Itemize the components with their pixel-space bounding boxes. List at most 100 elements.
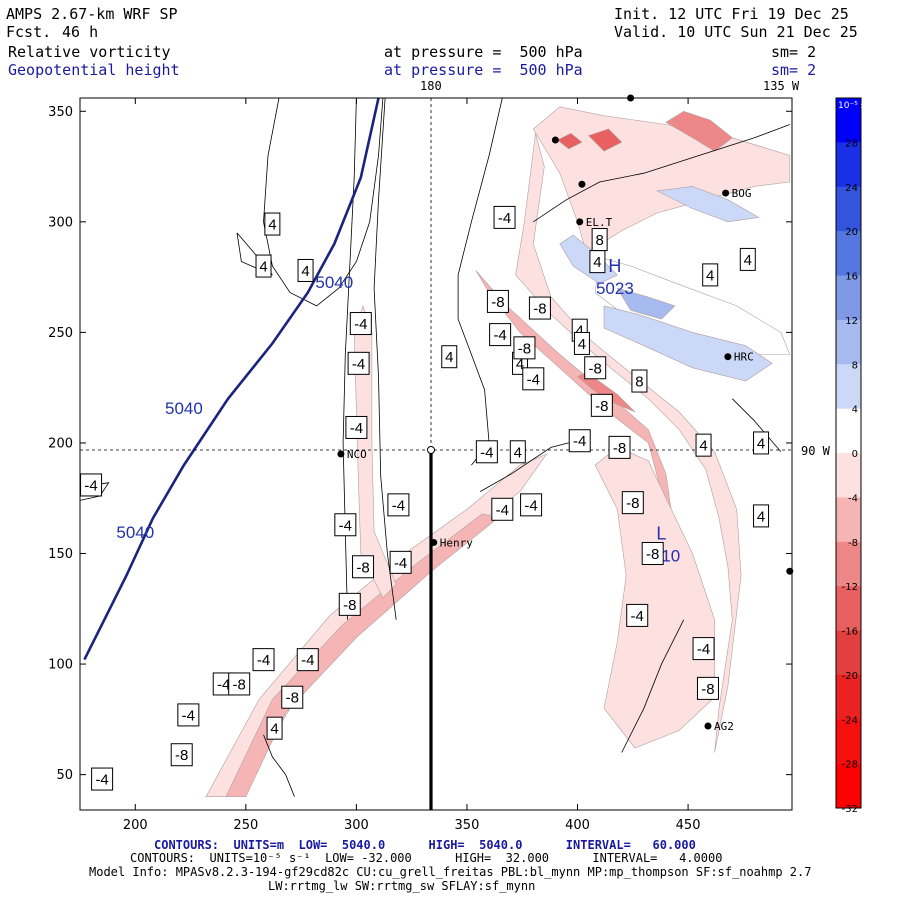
colorbar-swatch [836,98,861,143]
band-neg4-north [532,106,791,254]
colorbar-swatch [836,497,861,543]
contour-neg4-south-east [621,619,685,753]
contour-label-box [621,491,644,515]
contour-label-text: -4 [496,502,509,519]
station-dot [722,189,730,197]
x-tick-label: 400 [565,818,590,833]
contour-label-box [608,435,631,459]
station-bog: BOG [722,187,752,200]
valid-time: Valid. 10 UTC Sun 21 Dec 25 [614,23,858,41]
contour-label: -4 [568,429,591,453]
contour-label: 4 [441,345,458,369]
band-neg4-trough [594,447,715,749]
meridian-135w-label: 135 W [763,79,800,93]
contour-label: -4 [91,767,114,791]
contour-label-text: -4 [631,608,644,625]
field2-name: Geopotential height [8,61,180,79]
contour-label-box [573,331,590,355]
contour-label-box [91,767,114,791]
colorbar-label: -16 [842,627,858,638]
contour-label-text: -4 [182,707,195,724]
contour-label: 4 [695,433,712,457]
height-contour-info: CONTOURS: UNITS=m LOW= 5040.0 HIGH= 5040… [154,838,696,852]
colorbar-label: -28 [842,760,858,771]
contour-label-box [475,440,498,464]
band-neg16-north-b [557,133,583,150]
contour-label-text: 4 [757,508,765,525]
contour-label-text: -8 [343,597,356,614]
contour-label-text: 4 [699,438,707,455]
station-name: AG2 [714,720,734,733]
contour-label: -4 [520,493,543,517]
contour-label-text: 4 [744,252,752,269]
y-tick-label: 300 [48,215,73,230]
contour-label: 8 [631,369,648,393]
colorbar-swatch [836,453,861,498]
contour-label: -4 [692,637,715,661]
colorbar-label: -32 [842,804,858,815]
contour-label-box [489,323,512,347]
contour-label: -4 [475,440,498,464]
contour-label-box [345,415,368,439]
y-tick-label: 200 [48,436,73,451]
plot-frame [79,97,793,811]
colorbar-swatch [836,319,861,365]
contour-label-text: -8 [589,360,602,377]
contour-label: -4 [522,367,545,391]
contour-label-box [696,676,719,700]
contour-label: -4 [347,351,370,375]
contour-label-box [509,440,526,464]
meridian-90w-label: 90 W [801,444,830,458]
meridian-180-label: 180 [420,79,442,93]
colorbar-label: 20 [845,227,858,238]
colorbar-label: 16 [845,272,858,283]
contour-label-text: -4 [573,433,586,450]
contour-label-box [338,592,361,616]
field2-level: at pressure = 500 hPa [384,61,583,79]
contour-label-box [441,345,458,369]
colorbar-swatch [836,231,861,276]
contour-label-text: -4 [498,210,511,227]
band-pos12-ridge [616,287,676,320]
contour-label-box [626,603,649,627]
colorbar-swatch [836,364,861,410]
contour-label-text: 4 [270,721,278,738]
contour-label-box [170,743,193,767]
height-label-5040: 5040 [116,523,154,542]
contour-label-box [568,429,591,453]
contour-label: 4 [266,716,283,740]
contour-pos4-ne [732,398,782,453]
station-dot [551,136,559,144]
contour-label-text: -4 [697,641,710,658]
contour-label: -4 [389,550,412,574]
contour-label: 4 [589,250,606,274]
height-5040-line [83,98,380,661]
contour-label: -8 [338,592,361,616]
contour-label: -8 [584,356,607,380]
station-dot [578,180,586,188]
contour-label-box [252,648,275,672]
contour-label-text: -8 [613,440,626,457]
station-dot [430,538,438,546]
colorbar-label: -24 [842,715,858,726]
colorbar-label: 24 [845,183,858,194]
contour-label-text: -4 [95,772,108,789]
contour-label: -8 [641,542,664,566]
band-pos8-north [656,186,760,223]
contour-label-box [491,497,514,521]
colorbar-swatch [836,541,861,587]
contour-label: -8 [352,555,375,579]
contour-label-text: 4 [268,217,276,234]
contour-label-text: -4 [217,676,230,693]
contour-label-box [702,263,719,287]
station [578,180,586,188]
contour-label-text: -8 [533,301,546,318]
contour-label-text: -4 [301,652,314,669]
field1-level: at pressure = 500 hPa [384,43,583,61]
contour-label-box [753,431,770,455]
fcst-label: Fcst. [6,23,52,41]
x-tick-label: 450 [676,818,701,833]
contour-label-box [266,716,283,740]
contour-label-box [631,369,648,393]
colorbar-swatch [836,719,861,765]
